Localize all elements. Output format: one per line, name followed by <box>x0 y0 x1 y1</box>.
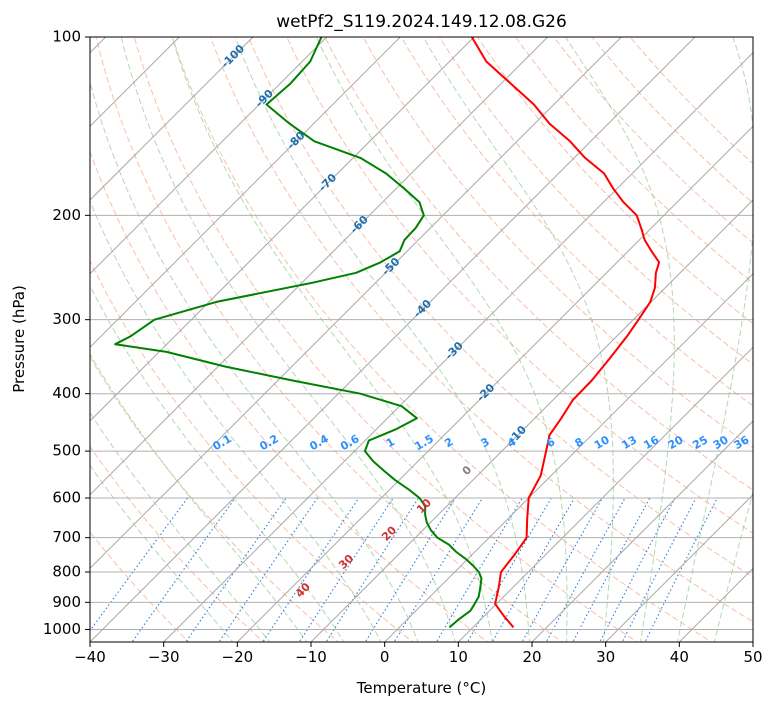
isotherm-lines <box>90 37 753 642</box>
isotherm-line <box>90 37 401 349</box>
mixing-ratio-line <box>325 497 419 642</box>
isotherm-line <box>236 125 753 642</box>
isotherm-line <box>531 420 753 642</box>
isotherm-line <box>605 493 753 642</box>
profile-lines <box>114 37 661 629</box>
x-tick-label: 30 <box>596 648 615 666</box>
isotherm-line <box>384 272 753 642</box>
dry-adiabat-line <box>248 37 753 578</box>
y-tick-label: 400 <box>52 384 81 402</box>
x-tick-label: 10 <box>449 648 468 666</box>
mixing-ratio-line <box>364 497 456 642</box>
x-tick-label: −40 <box>74 648 106 666</box>
moist-adiabat-line <box>316 37 568 642</box>
plot-frame <box>89 36 754 643</box>
mixing-ratio-line <box>621 497 697 642</box>
temperature-profile-line <box>470 37 661 629</box>
dry-adiabat-line <box>438 37 753 366</box>
isotherm-line <box>90 37 622 570</box>
x-tick-label: −10 <box>295 648 327 666</box>
y-tick-label: 900 <box>52 593 81 611</box>
y-tick-label: 100 <box>52 28 81 46</box>
x-axis-ticks: −40 −30 −20 −10 0 10 20 30 40 50 <box>74 642 763 666</box>
y-tick-label: 600 <box>52 489 81 507</box>
y-tick-label: 300 <box>52 310 81 328</box>
isotherm-line <box>90 37 254 201</box>
isotherm-line <box>163 51 753 642</box>
dry-adiabat-line <box>324 37 753 491</box>
isotherm-line <box>90 37 696 642</box>
moist-adiabat-line <box>90 353 308 642</box>
dewpoint-profile-line <box>114 37 483 629</box>
mixing-ratio-line <box>491 497 575 642</box>
mixing-ratio-line <box>521 497 603 642</box>
x-axis-label: Temperature (°C) <box>356 679 486 697</box>
isotherm-line <box>90 37 549 496</box>
y-tick-label: 800 <box>52 563 81 581</box>
moist-adiabat-line <box>676 37 753 642</box>
isotherm-line <box>310 199 753 642</box>
moist-adiabat-line <box>171 37 493 642</box>
mixing-ratio-line <box>131 497 236 642</box>
pressure-gridlines <box>90 37 753 630</box>
y-tick-label: 700 <box>52 528 81 546</box>
mixing-ratio-line <box>218 497 318 642</box>
moist-adiabat-line <box>120 37 456 642</box>
isotherm-line <box>90 37 328 275</box>
dry-adiabat-line <box>209 37 753 623</box>
x-tick-label: −20 <box>222 648 254 666</box>
moist-adiabat-line <box>565 37 675 642</box>
x-tick-label: 0 <box>380 648 390 666</box>
moist-adiabat-line <box>422 37 614 642</box>
y-axis-label: Pressure (hPa) <box>10 285 28 393</box>
x-tick-label: 50 <box>743 648 762 666</box>
dry-adiabat-line <box>90 150 489 642</box>
y-tick-label: 200 <box>52 206 81 224</box>
x-tick-label: −30 <box>148 648 180 666</box>
mixing-ratio-line <box>185 497 287 642</box>
chart-title: wetPf2_S119.2024.149.12.08.G26 <box>276 12 567 32</box>
mixing-ratio-line <box>466 497 552 642</box>
y-tick-label: 1000 <box>43 620 81 638</box>
isotherm-line <box>90 37 475 422</box>
x-tick-label: 20 <box>522 648 541 666</box>
dry-adiabat-line <box>400 37 753 407</box>
x-tick-label: 40 <box>670 648 689 666</box>
dry-adiabat-line <box>286 37 753 534</box>
mixing-ratio-line <box>435 497 523 642</box>
isotherm-line <box>457 346 753 642</box>
y-tick-label: 500 <box>52 442 81 460</box>
mixing-ratio-line <box>644 497 718 642</box>
y-axis-ticks: 100 200 300 400 500 600 700 800 900 1000 <box>43 28 90 638</box>
